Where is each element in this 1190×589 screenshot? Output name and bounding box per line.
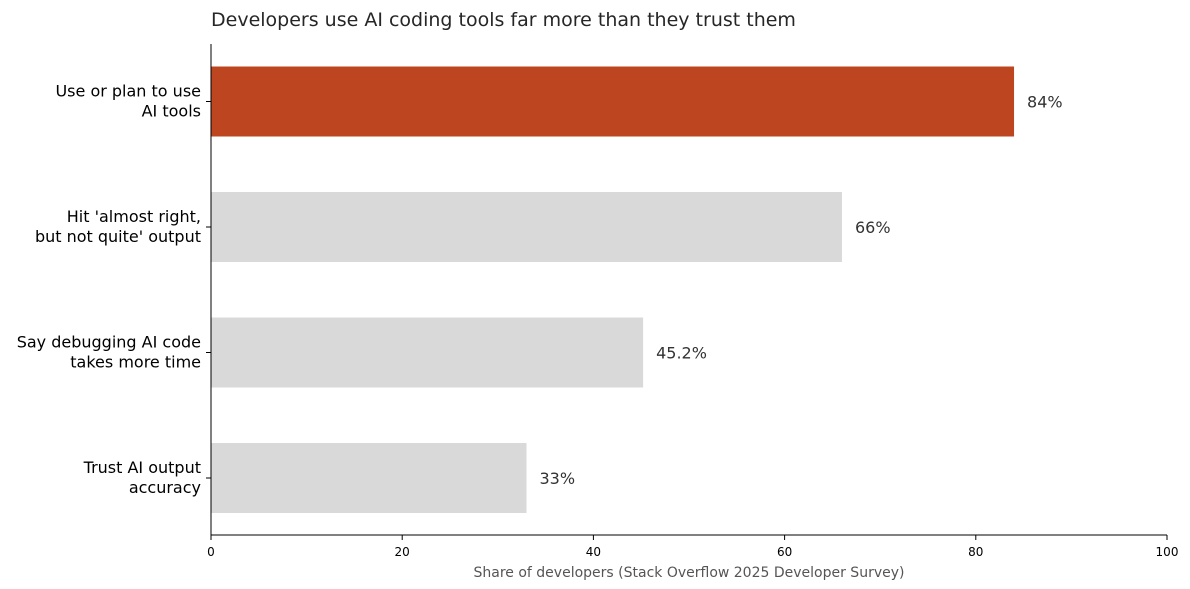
value-labels-group: 84% 66% 45.2% 33% <box>539 93 1062 489</box>
x-tick-label-2: 40 <box>586 545 601 559</box>
bar-0 <box>211 66 1015 137</box>
bars-group <box>211 66 1015 513</box>
category-label-line: Say debugging AI code <box>17 333 201 352</box>
bar-2 <box>211 317 644 388</box>
x-tick-label-1: 20 <box>395 545 410 559</box>
bar-1 <box>211 192 842 262</box>
value-label-0: 84% <box>1027 93 1063 112</box>
category-label-1: Hit 'almost right, but not quite' output <box>35 207 201 246</box>
category-label-3: Trust AI output accuracy <box>83 458 201 497</box>
value-label-1: 66% <box>855 218 891 237</box>
category-label-line: Hit 'almost right, <box>67 207 201 226</box>
category-label-line: AI tools <box>142 102 201 121</box>
chart-title: Developers use AI coding tools far more … <box>211 9 796 31</box>
category-label-line: accuracy <box>129 478 201 497</box>
x-axis-ticks-group: 0 20 40 60 80 100 <box>206 101 1179 559</box>
x-axis-title: Share of developers (Stack Overflow 2025… <box>474 565 905 581</box>
value-label-3: 33% <box>539 469 575 488</box>
category-label-line: takes more time <box>70 353 201 372</box>
x-tick-label-3: 60 <box>777 545 792 559</box>
x-tick-label-5: 100 <box>1156 545 1179 559</box>
category-label-2: Say debugging AI code takes more time <box>17 333 201 372</box>
category-label-line: Use or plan to use <box>55 82 201 101</box>
x-tick-label-4: 80 <box>968 545 983 559</box>
value-label-2: 45.2% <box>656 344 707 363</box>
x-tick-label-0: 0 <box>207 545 215 559</box>
category-label-line: Trust AI output <box>83 458 201 477</box>
bar-3 <box>211 443 527 513</box>
category-labels-group: Use or plan to use AI tools Hit 'almost ri… <box>17 82 201 498</box>
category-label-0: Use or plan to use AI tools <box>55 82 201 121</box>
category-label-line: but not quite' output <box>35 227 201 246</box>
